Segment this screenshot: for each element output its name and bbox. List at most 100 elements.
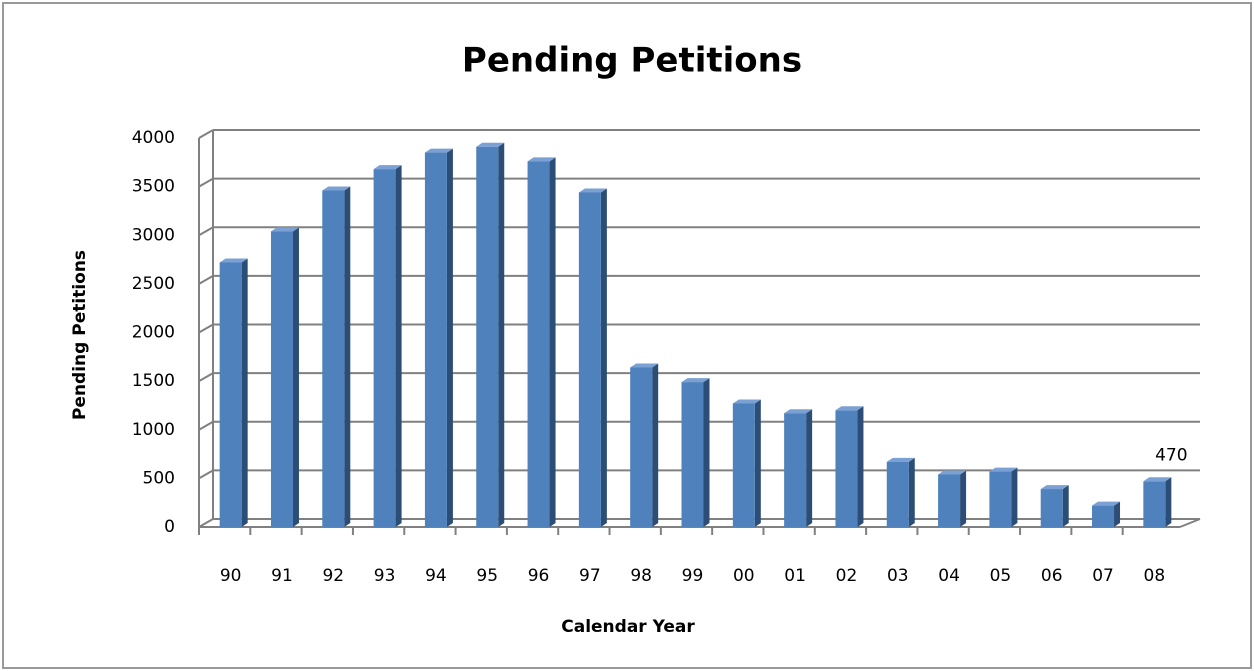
bar-face bbox=[835, 410, 858, 527]
x-tick-label: 06 bbox=[1041, 566, 1063, 586]
bar-face bbox=[373, 169, 396, 527]
bar-face bbox=[681, 382, 704, 527]
x-tick-label: 97 bbox=[579, 566, 601, 586]
bar-face bbox=[322, 186, 351, 191]
bar-face bbox=[652, 363, 659, 527]
bar-face bbox=[270, 231, 293, 528]
bar-face bbox=[754, 399, 761, 527]
bar-face bbox=[960, 470, 967, 527]
bar-face bbox=[630, 363, 659, 368]
bar-face bbox=[549, 157, 556, 527]
y-tick-label: 3000 bbox=[132, 225, 175, 245]
bar-face bbox=[476, 146, 499, 527]
grid-line-side bbox=[198, 420, 214, 431]
bar bbox=[938, 470, 967, 527]
bar-face bbox=[322, 190, 345, 527]
bar-face bbox=[630, 367, 653, 527]
bar-face bbox=[578, 188, 607, 193]
bar bbox=[784, 409, 813, 527]
bar-face bbox=[938, 474, 961, 527]
x-tick-label: 99 bbox=[682, 566, 704, 586]
x-tick-label: 03 bbox=[887, 566, 909, 586]
bar bbox=[322, 186, 351, 527]
bar-face bbox=[527, 161, 550, 527]
bar bbox=[270, 227, 299, 528]
bar-face bbox=[703, 378, 710, 527]
bar bbox=[630, 363, 659, 527]
grid-line-side bbox=[198, 372, 214, 382]
bar bbox=[527, 157, 556, 527]
x-tick-label: 95 bbox=[476, 566, 498, 586]
x-tick-label: 92 bbox=[322, 566, 344, 586]
bar bbox=[989, 467, 1018, 527]
bar-face bbox=[835, 406, 864, 411]
grid-line-side bbox=[198, 323, 214, 334]
bar-face bbox=[344, 186, 351, 527]
data-label: 470 bbox=[1155, 445, 1187, 465]
bar-face bbox=[446, 148, 453, 527]
bar bbox=[732, 399, 761, 527]
bar bbox=[578, 188, 607, 527]
grid-line-side bbox=[198, 518, 214, 528]
bar-face bbox=[806, 409, 813, 527]
y-tick-label: 2500 bbox=[132, 274, 175, 294]
x-tick-label: 05 bbox=[990, 566, 1012, 586]
x-tick-label: 91 bbox=[271, 566, 293, 586]
bar-face bbox=[292, 227, 299, 528]
x-tick-label: 98 bbox=[630, 566, 652, 586]
bar bbox=[219, 258, 248, 527]
x-tick-label: 00 bbox=[733, 566, 755, 586]
bar bbox=[476, 142, 505, 527]
bar-face bbox=[784, 409, 813, 414]
y-tick-label: 3500 bbox=[132, 177, 175, 197]
grid-line-side bbox=[198, 469, 214, 480]
bar-face bbox=[1092, 501, 1121, 506]
bar-face bbox=[219, 262, 242, 527]
bar-face bbox=[886, 461, 909, 527]
bar-face bbox=[732, 399, 761, 404]
bar-face bbox=[784, 413, 807, 527]
x-tick-label: 02 bbox=[836, 566, 858, 586]
bar bbox=[373, 165, 402, 527]
bar-face bbox=[476, 142, 505, 147]
bar-face bbox=[886, 457, 915, 462]
chart-title: Pending Petitions bbox=[462, 41, 802, 81]
bar-face bbox=[219, 258, 248, 263]
y-tick-label: 4000 bbox=[132, 128, 175, 148]
bar-face bbox=[241, 258, 248, 527]
bar-face bbox=[989, 471, 1012, 527]
x-tick-label: 93 bbox=[374, 566, 396, 586]
bar-face bbox=[908, 457, 915, 527]
y-tick-label: 2000 bbox=[132, 323, 175, 343]
x-tick-label: 94 bbox=[425, 566, 447, 586]
grid-line-side bbox=[198, 177, 214, 188]
bar-face bbox=[732, 403, 755, 527]
bar-face bbox=[424, 148, 453, 153]
bar bbox=[835, 406, 864, 527]
bar-face bbox=[857, 406, 864, 527]
bar bbox=[1092, 501, 1121, 527]
bar bbox=[1040, 485, 1069, 527]
bar-face bbox=[1040, 485, 1069, 490]
bar-face bbox=[270, 227, 299, 232]
bar-face bbox=[1092, 505, 1115, 527]
bar-face bbox=[681, 378, 710, 383]
bar-face bbox=[600, 188, 607, 527]
bar-face bbox=[1143, 477, 1172, 482]
y-tick-label: 1500 bbox=[132, 371, 175, 391]
bar-face bbox=[527, 157, 556, 162]
x-tick-label: 90 bbox=[220, 566, 242, 586]
bar-face bbox=[395, 165, 402, 527]
x-tick-label: 96 bbox=[528, 566, 550, 586]
bar-face bbox=[1165, 477, 1172, 527]
bar bbox=[424, 148, 453, 527]
bar bbox=[886, 457, 915, 527]
bar-face bbox=[989, 467, 1018, 472]
grid-line-side bbox=[198, 226, 214, 237]
bar-face bbox=[938, 470, 967, 475]
grid-line-side bbox=[198, 275, 214, 285]
y-tick-label: 1000 bbox=[132, 420, 175, 440]
grid-line-side bbox=[198, 129, 214, 139]
